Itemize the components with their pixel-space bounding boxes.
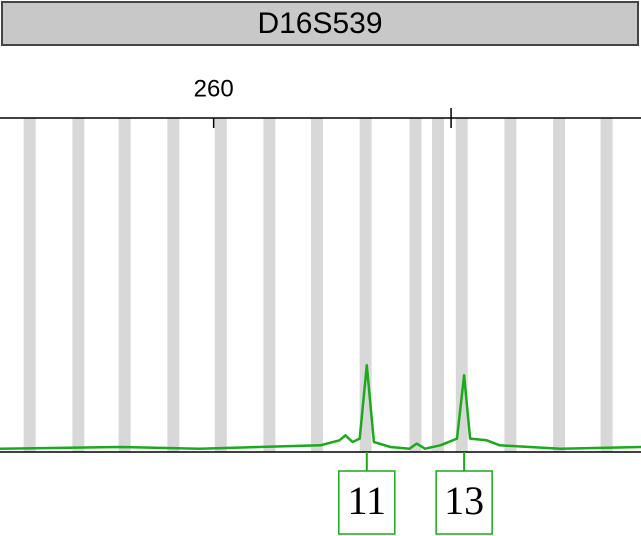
allele-bin: [455, 118, 468, 452]
allele-bin: [214, 118, 227, 452]
allele-bin: [118, 118, 131, 452]
allele-bin: [167, 118, 180, 452]
allele-label: 13: [444, 478, 484, 523]
marker-title: D16S539: [257, 7, 382, 40]
allele-bin: [23, 118, 36, 452]
allele-box: [338, 470, 396, 535]
allele-bin: [504, 118, 517, 452]
allele-bin: [359, 118, 372, 452]
allele-bin: [263, 118, 276, 452]
allele-bin: [432, 118, 445, 452]
allele-label: 11: [348, 478, 387, 523]
allele-bin: [310, 118, 323, 452]
allele-box: [435, 470, 493, 535]
trace: [0, 363, 641, 450]
allele-bin: [553, 118, 566, 452]
allele-bin: [600, 118, 613, 452]
allele-bin: [72, 118, 85, 452]
x-tick-label: 260: [194, 75, 234, 102]
marker-header: [1, 1, 639, 46]
allele-bin: [409, 118, 422, 452]
